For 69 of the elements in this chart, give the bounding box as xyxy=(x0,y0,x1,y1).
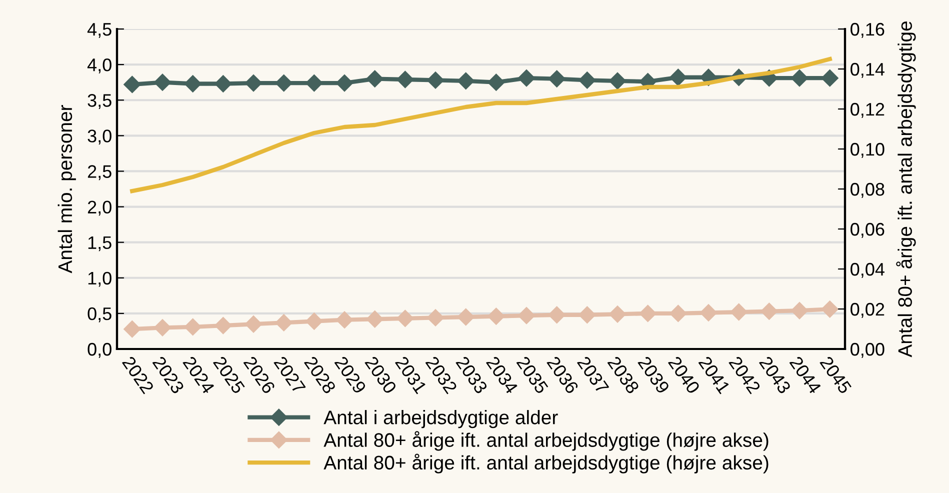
y-tick-label: 1,5 xyxy=(88,236,112,252)
point xyxy=(396,70,414,88)
point xyxy=(124,320,141,338)
y-tick-label: 4,0 xyxy=(87,58,112,74)
point xyxy=(154,319,172,336)
y-tick-label: 0,0 xyxy=(88,342,112,358)
y2-axis-title: Antal 80+ årige ift. antal arbejdsdygtige xyxy=(896,21,916,358)
y2-tick-label: 0,16 xyxy=(850,22,884,38)
y-tick-label: 0,5 xyxy=(88,307,112,322)
legend-label: Antal 80+ årige ift. antal arbejdsdygtige (højre akse) xyxy=(324,454,768,474)
point xyxy=(518,307,536,324)
line-series xyxy=(130,56,832,194)
point xyxy=(457,308,474,326)
point xyxy=(275,74,292,92)
point xyxy=(366,310,384,328)
point xyxy=(760,302,778,320)
point xyxy=(154,74,172,91)
point xyxy=(578,72,596,89)
point xyxy=(336,311,354,328)
point xyxy=(336,74,354,92)
y-tick-label: 2,0 xyxy=(88,200,112,216)
point xyxy=(608,306,626,323)
point xyxy=(488,74,505,91)
point xyxy=(488,308,505,325)
y-tick-label: 3,0 xyxy=(88,130,112,145)
point xyxy=(730,303,748,321)
point xyxy=(244,74,262,92)
point xyxy=(670,304,687,322)
point xyxy=(548,70,566,88)
legend-label: Antal 80+ årige ift. antal arbejdsdygtige (højre akse) xyxy=(324,431,768,451)
point xyxy=(518,70,536,87)
point xyxy=(184,75,202,92)
point xyxy=(457,72,474,90)
point xyxy=(396,310,414,327)
point xyxy=(214,316,232,334)
point xyxy=(608,72,626,90)
point xyxy=(124,76,141,94)
point xyxy=(426,309,444,326)
y2-tick-label: 0,08 xyxy=(850,182,884,198)
y2-tick-label: 0,00 xyxy=(850,342,884,358)
y2-tick-label: 0,12 xyxy=(850,102,884,118)
point xyxy=(306,74,323,92)
y2-tick-label: 0,14 xyxy=(850,62,884,78)
y-tick-label: 4,5 xyxy=(87,23,112,38)
y2-tick-label: 0,10 xyxy=(850,142,884,158)
y2-tick-label: 0,04 xyxy=(850,262,884,278)
y-axis-title: Antal mio. personer xyxy=(58,105,76,274)
point xyxy=(821,300,838,318)
y-tick-label: 1,0 xyxy=(88,272,112,287)
point xyxy=(366,70,384,88)
point xyxy=(670,68,687,86)
y2-tick-label: 0,06 xyxy=(850,222,884,238)
point xyxy=(578,306,596,324)
point xyxy=(184,318,202,336)
y-tick-label: 2,5 xyxy=(88,165,112,180)
point xyxy=(700,304,718,322)
y-tick-label: 3,5 xyxy=(88,94,112,109)
point xyxy=(275,314,292,332)
point xyxy=(244,316,262,333)
point xyxy=(790,70,808,87)
point xyxy=(639,304,656,322)
point xyxy=(426,72,444,89)
y2-tick-label: 0,02 xyxy=(850,302,884,318)
legend-label: Antal i arbejdsdygtige alder xyxy=(324,410,558,428)
point xyxy=(548,306,566,324)
point xyxy=(214,75,232,92)
point xyxy=(821,70,838,87)
point xyxy=(790,302,808,320)
point xyxy=(306,312,323,330)
